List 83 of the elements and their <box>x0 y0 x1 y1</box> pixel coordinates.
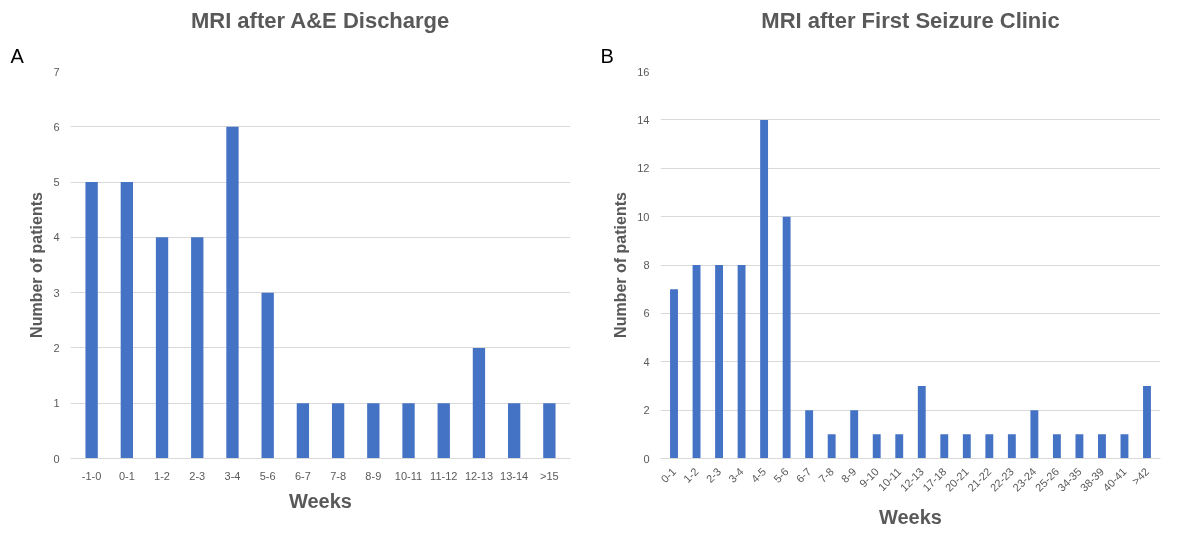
y-tick-label: 0 <box>53 452 60 465</box>
x-tick-label: 3-4 <box>726 465 746 485</box>
x-tick-label: 13-14 <box>500 469 529 482</box>
bar <box>120 182 133 459</box>
x-tick-label: 8-9 <box>838 465 859 485</box>
x-tick-label: 7-8 <box>330 469 347 482</box>
bar <box>940 434 949 459</box>
y-tick-label: 16 <box>637 65 650 78</box>
bar <box>472 347 486 459</box>
bar <box>543 403 556 459</box>
chart-title: MRI after First Seizure Clinic <box>761 7 1060 33</box>
y-tick-label: 2 <box>53 341 60 354</box>
x-tick-label: 3-4 <box>224 469 241 482</box>
bar <box>805 410 814 459</box>
bar <box>872 434 881 459</box>
x-tick-label: 6-7 <box>793 465 814 485</box>
x-tick-label: 12-13 <box>464 469 494 482</box>
x-tick-label: >42 <box>1129 465 1152 487</box>
y-tick-label: 6 <box>53 120 60 133</box>
y-tick-label: 5 <box>53 176 60 189</box>
bar <box>437 403 450 459</box>
bar <box>917 385 926 459</box>
y-tick-label: 8 <box>643 259 650 271</box>
bar <box>296 403 310 459</box>
x-tick-label: 6-7 <box>294 469 311 482</box>
text: A <box>10 44 25 67</box>
bar <box>895 434 904 459</box>
bar <box>827 434 836 459</box>
y-tick-label: 1 <box>53 397 60 410</box>
x-tick-label: -1-0 <box>81 469 102 482</box>
y-tick-label: 10 <box>637 210 650 223</box>
x-tick-label: 0-1 <box>118 469 135 482</box>
y-tick-label: 4 <box>643 355 650 368</box>
bar <box>155 237 169 459</box>
bar <box>985 434 994 459</box>
bar <box>1143 385 1151 459</box>
x-tick-label: 1-2 <box>154 469 171 482</box>
x-tick-label: 8-9 <box>365 469 382 482</box>
bar <box>1098 434 1106 459</box>
bar <box>226 126 239 459</box>
chart-title: MRI after A&E Discharge <box>190 7 450 33</box>
y-tick-label: 6 <box>643 307 650 320</box>
y-tick-label: 0 <box>643 452 650 465</box>
x-tick-label: 7-8 <box>816 465 836 485</box>
x-tick-label: 5-6 <box>771 465 791 485</box>
y-tick-label: 7 <box>53 65 60 78</box>
bar <box>1007 434 1016 459</box>
bar <box>850 410 859 459</box>
x-axis-title: Weeks <box>289 489 353 512</box>
bar <box>962 434 971 459</box>
bar <box>261 292 274 459</box>
y-tick-label: 14 <box>637 113 650 126</box>
bar <box>1052 434 1061 459</box>
bar <box>1075 434 1084 459</box>
bar <box>367 403 380 459</box>
y-tick-label: 4 <box>53 231 60 244</box>
x-axis-title: Weeks <box>879 505 943 528</box>
y-axis-title: Number of patients <box>28 192 46 338</box>
bar <box>670 289 678 459</box>
bar <box>508 403 521 459</box>
x-tick-label: 5-6 <box>259 469 276 482</box>
bar <box>760 119 769 459</box>
x-tick-label: 0-1 <box>658 465 679 485</box>
y-tick-label: 3 <box>53 286 60 299</box>
bar <box>737 265 746 459</box>
bar <box>402 403 415 459</box>
bar <box>331 403 345 459</box>
x-tick-label: 2-3 <box>703 465 724 485</box>
bar <box>715 265 723 459</box>
x-tick-label: 4-5 <box>748 465 769 485</box>
y-tick-label: 2 <box>643 404 650 417</box>
x-tick-label: >15 <box>540 469 559 482</box>
x-tick-label: 2-3 <box>189 469 206 482</box>
y-tick-label: 12 <box>637 162 650 175</box>
y-axis-title: Number of patients <box>612 192 630 338</box>
bar <box>85 182 98 459</box>
bar <box>782 216 791 459</box>
x-tick-label: 10-11 <box>394 469 423 482</box>
x-tick-label: 1-2 <box>681 465 701 485</box>
bar <box>191 237 204 459</box>
x-tick-label: 11-12 <box>430 469 458 482</box>
bar <box>1030 410 1039 459</box>
text: B <box>600 44 614 67</box>
